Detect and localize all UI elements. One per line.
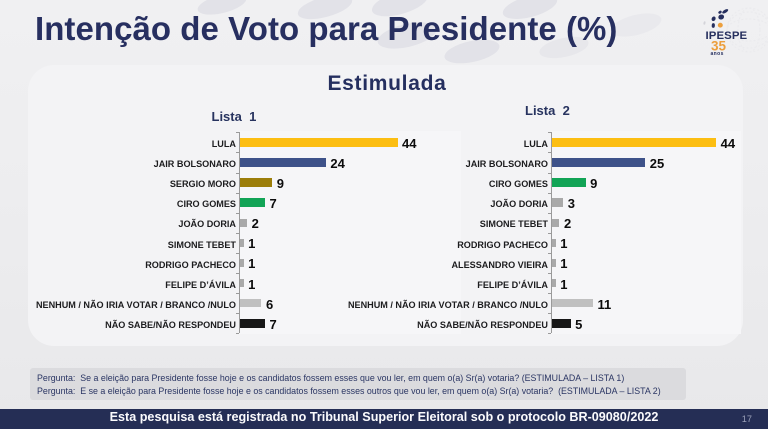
svg-text:anos: anos: [711, 51, 724, 57]
svg-text:35: 35: [711, 39, 727, 54]
svg-text:IPESPE: IPESPE: [706, 30, 748, 42]
